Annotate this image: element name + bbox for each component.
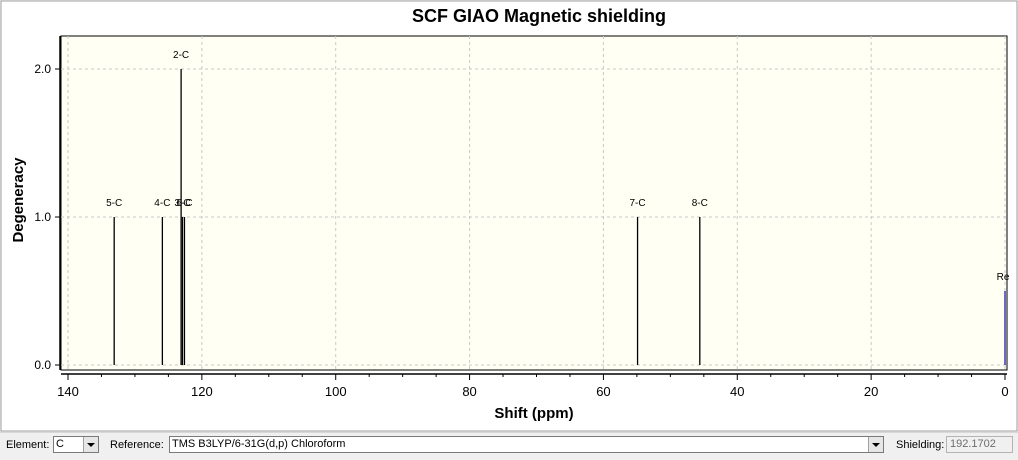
y-tick-label: 1.0 [34,210,51,224]
y-axis-label: Degeneracy [10,157,27,243]
grid [61,36,1007,370]
peaks: 5-C 4-C 2-C 3-C6-C 7-C 8-C Re [106,50,1010,365]
x-tick-label: 140 [57,384,79,399]
x-tick-label: 0 [1001,384,1008,399]
reference-label: Reference: [110,439,164,451]
x-tick-label: 80 [462,384,476,399]
peak-label: 3-C [174,198,190,209]
chevron-down-icon[interactable] [868,437,883,452]
element-label: Element: [6,439,50,451]
peak-label: Re [997,272,1010,283]
peak-label: 8-C [692,198,708,209]
x-tick-label: 60 [596,384,610,399]
peak-label: 5-C [106,198,122,209]
x-axis-label: Shift (ppm) [494,405,573,422]
shielding-label: Shielding: [896,439,945,451]
x-tick-label: 20 [864,384,878,399]
element-value: C [56,438,64,450]
reference-value: TMS B3LYP/6-31G(d,p) Chloroform [172,438,346,450]
reference-select[interactable]: TMS B3LYP/6-31G(d,p) Chloroform [169,436,884,453]
plot-area [60,35,1008,371]
axes: 140 120 100 80 60 40 20 0 0.0 1.0 2.0 [34,36,1009,399]
x-tick-label: 120 [191,384,213,399]
chevron-down-icon[interactable] [83,437,98,452]
chart-title: SCF GIAO Magnetic shielding [412,6,666,26]
bottom-toolbar: Element: C Reference: TMS B3LYP/6-31G(d,… [0,432,1018,460]
y-tick-label: 0.0 [34,358,51,372]
peak-label: 4-C [154,198,170,209]
peak-label: 6-C [176,198,192,209]
x-tick-label: 100 [325,384,347,399]
x-tick-label: 40 [730,384,744,399]
shielding-field: 192.1702 [946,436,1013,453]
shielding-value: 192.1702 [950,438,996,450]
peak-label: 7-C [629,198,645,209]
element-select[interactable]: C [53,436,99,453]
y-tick-label: 2.0 [34,62,51,76]
nmr-chart: SCF GIAO Magnetic shielding 140 120 100 80 6… [0,0,1018,432]
peak-label: 2-C [173,50,189,61]
